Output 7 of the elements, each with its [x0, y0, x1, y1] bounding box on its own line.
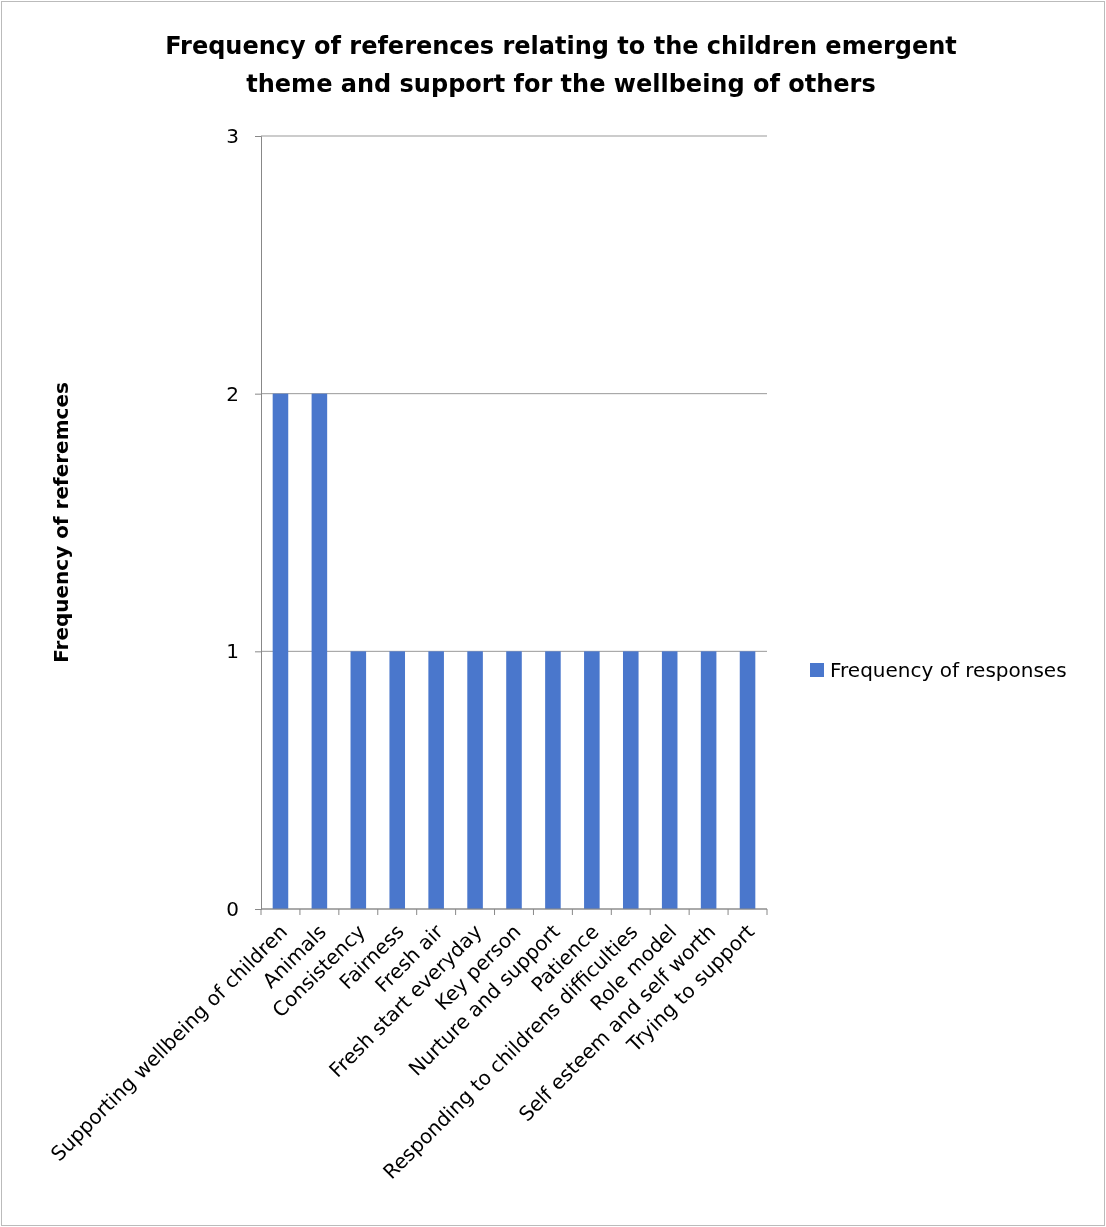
y-tick-label: 3 — [226, 123, 239, 148]
chart-title: Frequency of references relating to the children emergent theme and support for the wellbeing of others — [165, 32, 957, 98]
y-tick-label: 2 — [226, 381, 239, 406]
legend-label: Frequency of responses — [830, 658, 1067, 682]
y-axis-title: Frequency of referemces — [49, 382, 73, 663]
y-tick-label: 0 — [226, 896, 239, 921]
y-tick-label: 1 — [226, 639, 239, 664]
